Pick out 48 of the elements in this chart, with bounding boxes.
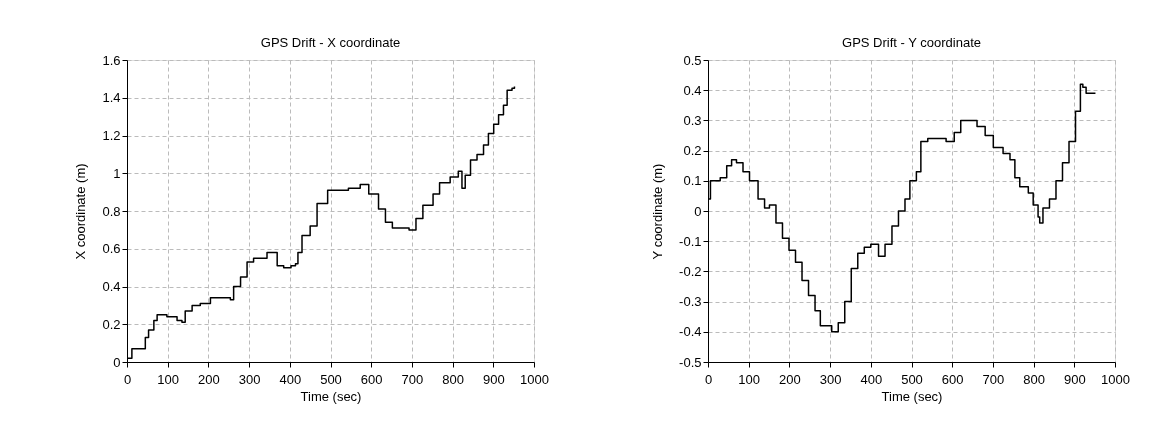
x-tick-label: 300 bbox=[819, 371, 842, 387]
x-tick-label: 0 bbox=[704, 371, 713, 387]
x-tick-label: 0 bbox=[123, 371, 132, 387]
x-tick-label: 900 bbox=[482, 371, 505, 387]
x-tick-label: 700 bbox=[401, 371, 424, 387]
x-axis-title: Time (sec) bbox=[881, 388, 943, 404]
y-tick-label: 0.2 bbox=[683, 143, 702, 159]
y-tick-label: 1 bbox=[113, 165, 121, 181]
x-tick-label: 600 bbox=[360, 371, 383, 387]
y-tick-label: 1.6 bbox=[102, 52, 121, 68]
x-tick-label: 600 bbox=[941, 371, 964, 387]
x-tick-label: 1000 bbox=[520, 371, 549, 387]
y-tick-label: -0.5 bbox=[679, 354, 702, 370]
y-tick-label: 1.2 bbox=[102, 128, 121, 143]
y-axis-title: X coordinate (m) bbox=[73, 163, 89, 260]
x-tick-label: 100 bbox=[738, 371, 761, 387]
y-tick-label: -0.4 bbox=[679, 324, 702, 340]
x-tick-label: 500 bbox=[901, 371, 923, 387]
y-tick-label: -0.2 bbox=[679, 263, 702, 279]
x-tick-label: 400 bbox=[860, 371, 883, 387]
x-tick-label: 700 bbox=[982, 371, 1005, 387]
x-tick-label: 800 bbox=[1023, 371, 1045, 387]
x-tick-label: 1000 bbox=[1101, 371, 1130, 387]
y-tick-label: 0 bbox=[694, 203, 702, 219]
y-tick-label: -0.1 bbox=[679, 233, 702, 249]
x-tick-label: 900 bbox=[1063, 371, 1086, 387]
x-tick-label: 400 bbox=[279, 371, 302, 387]
x-tick-label: 300 bbox=[238, 371, 261, 387]
y-tick-label: 0.3 bbox=[683, 112, 702, 128]
chart-title: GPS Drift - X coordinate bbox=[260, 35, 401, 50]
x-tick-label: 500 bbox=[320, 371, 342, 387]
x-tick-label: 100 bbox=[157, 371, 180, 387]
x-tick-label: 200 bbox=[198, 371, 220, 387]
y-tick-label: 0.5 bbox=[683, 52, 702, 68]
y-tick-label: 0.4 bbox=[683, 82, 702, 98]
y-tick-label: 0 bbox=[113, 354, 121, 370]
y-tick-label: -0.3 bbox=[679, 294, 702, 310]
chart-title: GPS Drift - Y coordinate bbox=[842, 35, 981, 50]
x-axis-title: Time (sec) bbox=[300, 388, 362, 404]
y-tick-label: 0.4 bbox=[102, 279, 121, 294]
y-tick-label: 0.1 bbox=[683, 173, 702, 189]
y-tick-label: 0.8 bbox=[102, 203, 121, 219]
y-tick-label: 1.4 bbox=[102, 90, 121, 106]
y-tick-label: 0.2 bbox=[102, 316, 121, 332]
y-tick-label: 0.6 bbox=[102, 241, 121, 257]
y-axis-title: Y coordinate (m) bbox=[650, 163, 666, 260]
x-tick-label: 200 bbox=[779, 371, 801, 387]
x-tick-label: 800 bbox=[442, 371, 464, 387]
